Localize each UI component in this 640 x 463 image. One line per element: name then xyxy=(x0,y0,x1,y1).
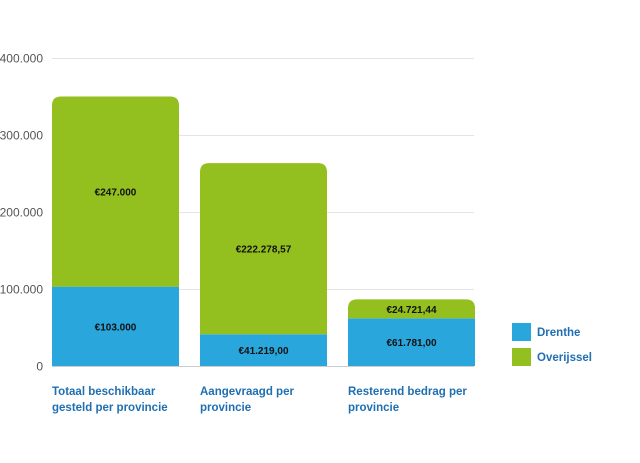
data-labels: €103.000 €247.000 €41.219,00 €222.278,57 €61… xyxy=(95,188,437,358)
data-label: €24.721,44 xyxy=(386,305,436,316)
category-label: provincie xyxy=(200,402,251,414)
bar-overijssel-1 xyxy=(52,96,179,287)
category-label: provincie xyxy=(348,402,399,414)
legend-label: Drenthe xyxy=(537,327,580,339)
bar-drenthe-2 xyxy=(200,334,327,366)
category-label: Aangevraagd per xyxy=(200,386,294,398)
category-labels: Totaal beschikbaar gesteld per provincie A… xyxy=(52,386,467,414)
data-label: €247.000 xyxy=(95,188,137,199)
legend-swatch-drenthe xyxy=(512,323,531,341)
data-label: €222.278,57 xyxy=(236,245,292,256)
data-label: €61.781,00 xyxy=(386,338,436,349)
bar-drenthe-1 xyxy=(52,286,179,366)
bar-overijssel-3 xyxy=(348,299,475,319)
bar-overijssel-2 xyxy=(200,163,327,335)
y-axis-ticks: 0 100.000 200.000 300.000 400.000 xyxy=(0,52,43,374)
data-label: €41.219,00 xyxy=(238,346,288,357)
bar-drenthe-3 xyxy=(348,318,475,366)
legend-swatch-overijssel xyxy=(512,348,531,366)
category-label: Totaal beschikbaar xyxy=(52,386,156,398)
legend: Drenthe Overijssel xyxy=(512,323,592,366)
category-label: gesteld per provincie xyxy=(52,402,168,414)
bars xyxy=(52,96,475,366)
y-tick-label: 0 xyxy=(36,360,43,374)
y-tick-label: 300.000 xyxy=(0,129,43,143)
y-tick-label: 400.000 xyxy=(0,52,43,66)
data-label: €103.000 xyxy=(95,322,137,333)
category-label: Resterend bedrag per xyxy=(348,386,467,398)
y-tick-label: 200.000 xyxy=(0,206,43,220)
legend-label: Overijssel xyxy=(537,352,592,364)
y-tick-label: 100.000 xyxy=(0,283,43,297)
